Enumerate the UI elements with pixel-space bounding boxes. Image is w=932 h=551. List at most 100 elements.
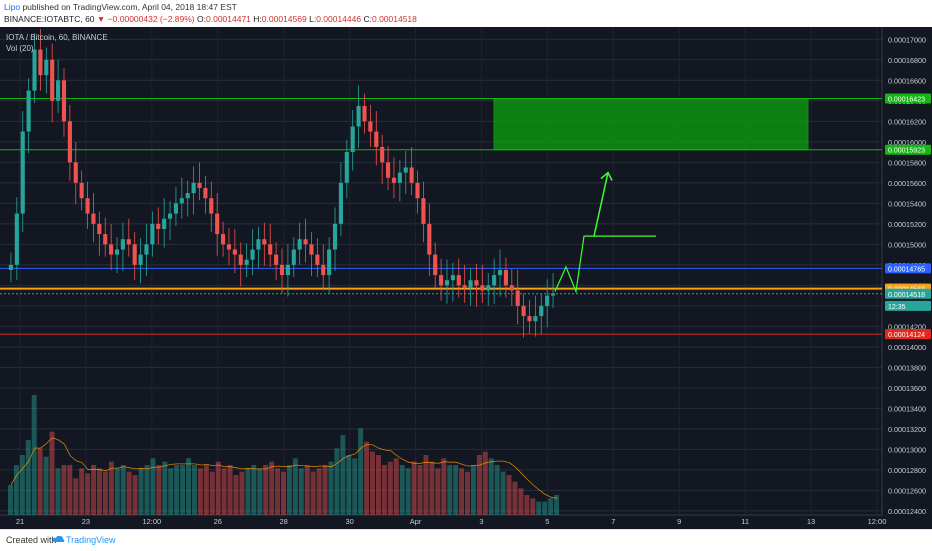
candle-body [144, 244, 149, 255]
projection-path[interactable] [554, 235, 656, 294]
candle-body [274, 254, 279, 265]
candle-body [132, 244, 137, 265]
price-chart[interactable]: 0.000170000.000168000.000166000.00016400… [0, 27, 932, 529]
candle-body [397, 172, 402, 183]
volume-bar [85, 473, 91, 515]
x-tick-label: 21 [16, 517, 24, 526]
volume-bar [233, 475, 239, 515]
volume-bar [156, 465, 162, 515]
legend-volume: Vol (20) [6, 44, 34, 53]
candle-body [67, 121, 72, 163]
volume-bar [43, 456, 49, 515]
volume-bar [79, 468, 85, 515]
candle-body [421, 198, 426, 224]
price-label-text-countdown: 12:35 [888, 304, 906, 311]
volume-bar [162, 461, 168, 515]
candle-body [91, 213, 96, 224]
target-zone[interactable] [493, 97, 809, 151]
volume-bar [435, 468, 441, 515]
y-tick-label: 0.00017000 [888, 35, 926, 44]
volume-bar [114, 468, 120, 515]
ohlc-close-key: C: [363, 14, 372, 24]
volume-bar [144, 465, 150, 515]
volume-bar [358, 428, 364, 515]
volume-bar [506, 475, 512, 515]
candle-body [14, 213, 19, 265]
y-tick-label: 0.00013800 [888, 363, 926, 372]
candle-body [439, 275, 444, 286]
publication-info: Lipo published on TradingView.com, April… [4, 2, 237, 12]
publication-text: published on TradingView.com, April 04, … [20, 2, 237, 12]
candle-body [32, 49, 37, 91]
y-tick-label: 0.00013400 [888, 404, 926, 413]
volume-bar [292, 458, 298, 515]
x-tick-label: Apr [410, 517, 422, 526]
volume-bar [49, 431, 55, 515]
volume-bar [120, 465, 126, 515]
ohlc-open-key: O: [197, 14, 206, 24]
volume-bar [310, 471, 316, 515]
volume-bar [328, 461, 334, 515]
candle-body [26, 90, 31, 132]
candle-body [450, 275, 455, 281]
candle-body [497, 269, 503, 276]
x-tick-label: 30 [345, 517, 353, 526]
y-tick-label: 0.00014200 [888, 322, 926, 331]
price-label-zone-top [885, 93, 931, 104]
volume-bar [453, 465, 459, 515]
price-label-low-red [885, 329, 931, 340]
tradingview-logo-text[interactable]: TradingView [66, 535, 116, 545]
candle-body [114, 249, 120, 255]
candle-body [409, 167, 414, 183]
volume-bar [91, 465, 97, 515]
volume-bar [512, 481, 518, 515]
volume-bar [376, 455, 381, 515]
volume-bar [429, 461, 435, 515]
candle-body [468, 280, 473, 288]
candle-body [167, 213, 173, 219]
publication-header: Lipo published on TradingView.com, April… [0, 0, 932, 27]
candle-body [73, 162, 78, 183]
candle-body [492, 275, 497, 286]
candle-body [185, 193, 190, 199]
candle-body [350, 126, 355, 153]
y-tick-label: 0.00013000 [888, 445, 926, 454]
volume-ma-line [10, 437, 558, 499]
candle-body [550, 293, 556, 296]
ohlc-low-value: 0.00014446 [316, 14, 362, 24]
volume-bar [482, 451, 488, 515]
candle-body [321, 264, 326, 276]
volume-bar [554, 495, 559, 515]
volume-bar [203, 465, 209, 515]
volume-bar [215, 461, 221, 515]
volume-bar [37, 448, 43, 515]
volume-bar [263, 465, 269, 515]
y-tick-label: 0.00016200 [888, 117, 926, 126]
volume-bar [8, 485, 13, 515]
legend-title: IOTA / Bitcoin, 60, BINANCE [6, 33, 108, 42]
price-label-text-resistance-blue: 0.00014765 [888, 266, 925, 273]
ohlc-close-value: 0.00014518 [371, 14, 417, 24]
created-with-text: Created with [6, 535, 57, 545]
target-arrow[interactable] [593, 172, 609, 237]
volume-bar [548, 498, 554, 515]
price-label-zone-bottom [885, 144, 931, 155]
x-tick-label: 23 [82, 517, 90, 526]
candle-body [179, 198, 184, 204]
volume-bar [108, 461, 114, 515]
author-link[interactable]: Lipo [4, 2, 21, 12]
volume-bar [500, 471, 506, 515]
volume-bar [542, 501, 548, 515]
candle-body [109, 244, 114, 255]
volume-bar [423, 455, 429, 515]
chart-area[interactable]: 0.000170000.000168000.000166000.00016400… [0, 27, 932, 529]
candle-body [480, 285, 485, 291]
candle-body [215, 213, 220, 235]
x-tick-label: 3 [479, 517, 483, 526]
volume-bar [73, 478, 79, 515]
volume-bar [381, 465, 387, 515]
x-tick-label: 11 [741, 517, 749, 526]
volume-bar [245, 468, 251, 515]
volume-bar [286, 465, 292, 515]
volume-bar [399, 465, 405, 515]
